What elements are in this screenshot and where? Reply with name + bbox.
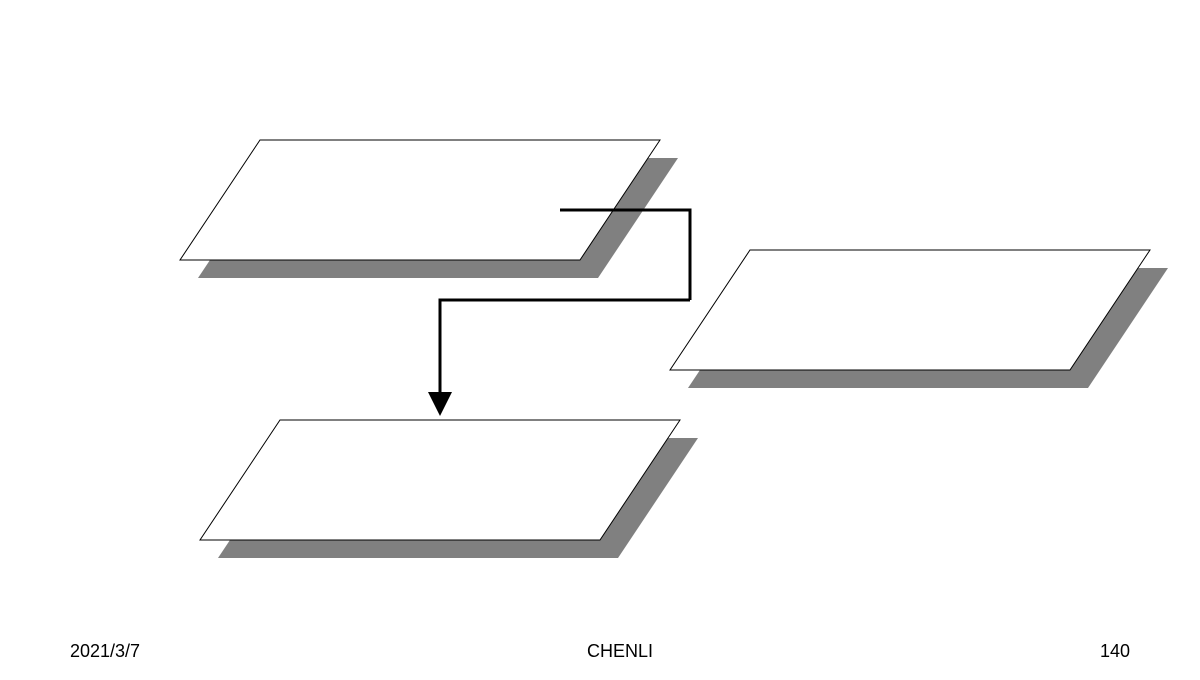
footer-page-number: 140: [1100, 641, 1130, 662]
panel-c: [200, 420, 680, 540]
panel-b: [670, 250, 1150, 370]
panel-a: [180, 140, 660, 260]
diagram-svg: [0, 0, 1200, 680]
footer-author: CHENLI: [587, 641, 653, 662]
footer-date: 2021/3/7: [70, 641, 140, 662]
slide-footer: 2021/3/7 CHENLI 140: [0, 641, 1200, 662]
slide-canvas: 2021/3/7 CHENLI 140: [0, 0, 1200, 680]
arrow-to-c: [440, 300, 690, 410]
